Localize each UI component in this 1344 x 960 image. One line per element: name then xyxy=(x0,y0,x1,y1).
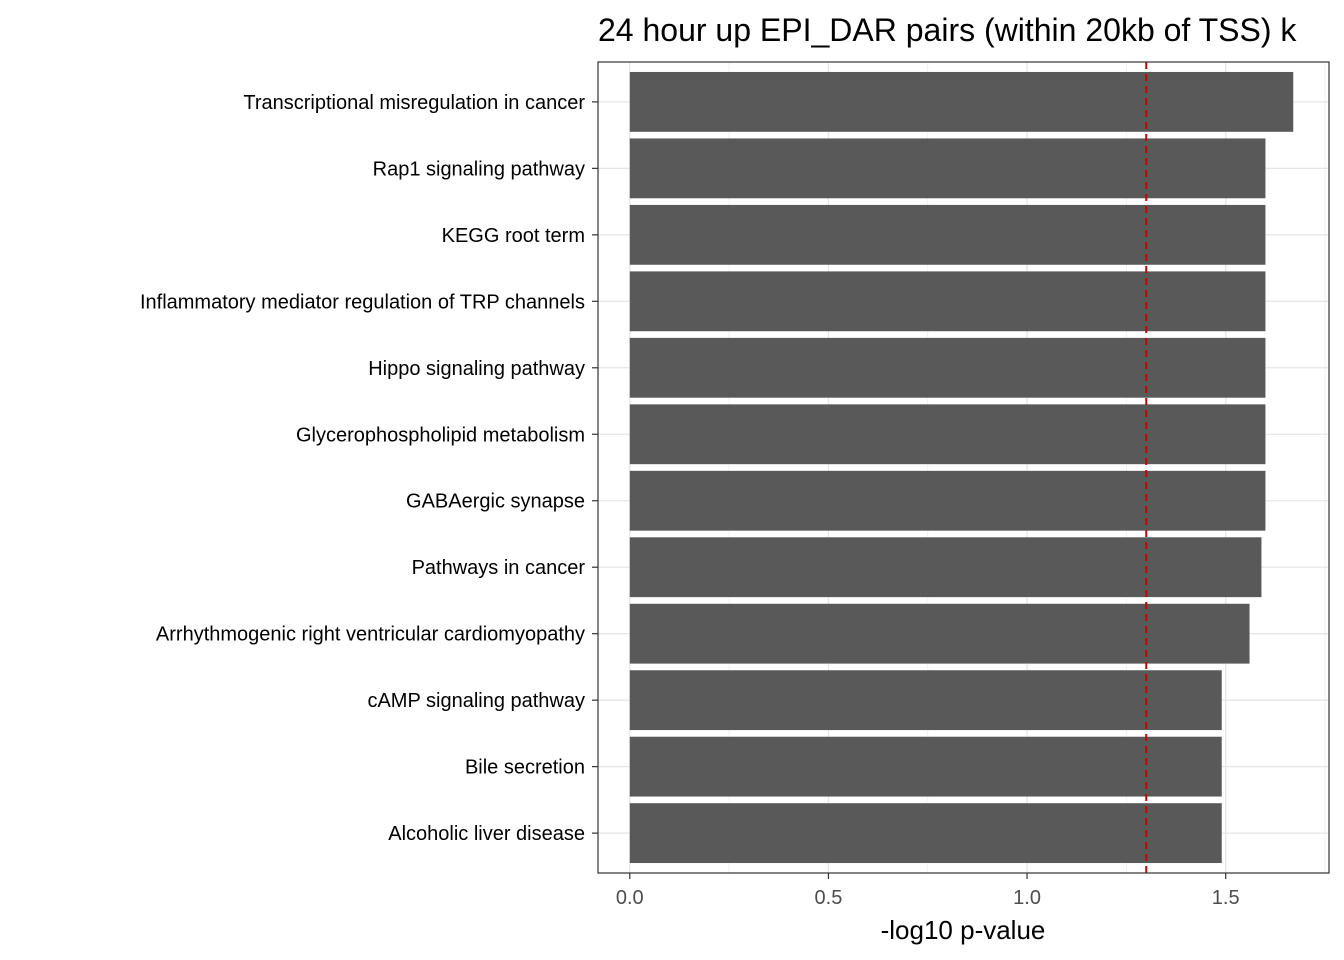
x-axis-ticks: 0.0 0.5 1.0 1.5 xyxy=(616,873,1240,909)
bar xyxy=(629,537,1262,598)
bar xyxy=(629,271,1266,332)
category-label: Bile secretion xyxy=(465,757,585,779)
bar xyxy=(629,204,1266,265)
category-label: Inflammatory mediator regulation of TRP … xyxy=(140,291,585,313)
category-label: Pathways in cancer xyxy=(412,557,586,579)
bar xyxy=(629,470,1266,531)
category-label: Alcoholic liver disease xyxy=(388,823,585,845)
category-label: Transcriptional misregulation in cancer xyxy=(243,92,585,114)
category-label: Hippo signaling pathway xyxy=(368,358,585,380)
category-label: cAMP signaling pathway xyxy=(367,690,585,712)
bar xyxy=(629,404,1266,465)
x-axis-title: -log10 p-value xyxy=(881,915,1046,945)
category-label: Rap1 signaling pathway xyxy=(373,158,585,180)
bar xyxy=(629,803,1222,864)
bar xyxy=(629,603,1250,664)
bar xyxy=(629,337,1266,398)
category-label: GABAergic synapse xyxy=(406,491,585,513)
bar xyxy=(629,71,1294,132)
category-label: Arrhythmogenic right ventricular cardiom… xyxy=(156,624,585,646)
x-tick-label: 0.0 xyxy=(616,887,644,909)
category-label: KEGG root term xyxy=(442,225,585,247)
category-label: Glycerophospholipid metabolism xyxy=(296,424,585,446)
chart-title: 24 hour up EPI_DAR pairs (within 20kb of… xyxy=(598,12,1297,48)
category-labels: Transcriptional misregulation in cancer R… xyxy=(140,92,598,845)
x-tick-label: 1.0 xyxy=(1013,887,1041,909)
x-tick-label: 1.5 xyxy=(1212,887,1240,909)
panel-border xyxy=(597,61,1330,874)
bar xyxy=(629,138,1266,199)
bar xyxy=(629,736,1222,797)
x-tick-label: 0.5 xyxy=(815,887,843,909)
bar xyxy=(629,670,1222,731)
